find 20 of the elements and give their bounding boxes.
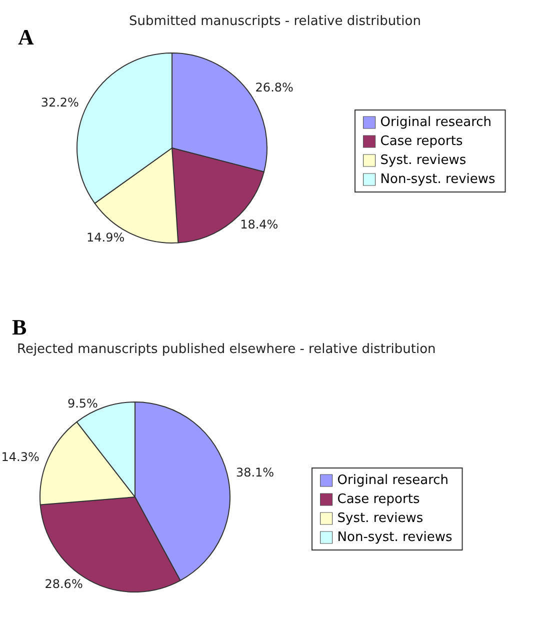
- legend-label: Non-syst. reviews: [380, 172, 496, 187]
- legend-label: Original research: [337, 473, 449, 488]
- data-label: 28.6%: [44, 577, 83, 592]
- text: A: [18, 24, 34, 50]
- data-label: 32.2%: [40, 96, 79, 110]
- data-label: 38.1%: [236, 466, 274, 480]
- legend-label: Syst. reviews: [380, 153, 466, 168]
- legend-label: Original research: [380, 115, 492, 130]
- legend-label: Syst. reviews: [337, 511, 424, 526]
- chart-title: Submitted manuscripts - relative distribution: [129, 14, 421, 29]
- text: B: [12, 314, 27, 340]
- legend-label: Case reports: [337, 492, 420, 507]
- legend-label: Case reports: [380, 134, 463, 149]
- data-label: 9.5%: [67, 396, 98, 410]
- legend-label: Non-syst. reviews: [337, 530, 452, 545]
- data-label: 14.3%: [1, 450, 40, 464]
- chart-title: Rejected manuscripts published elsewhere - relative distribution: [17, 342, 436, 357]
- data-label: 14.9%: [86, 230, 125, 244]
- data-label: 18.4%: [240, 217, 278, 232]
- data-label: 26.8%: [255, 80, 294, 94]
